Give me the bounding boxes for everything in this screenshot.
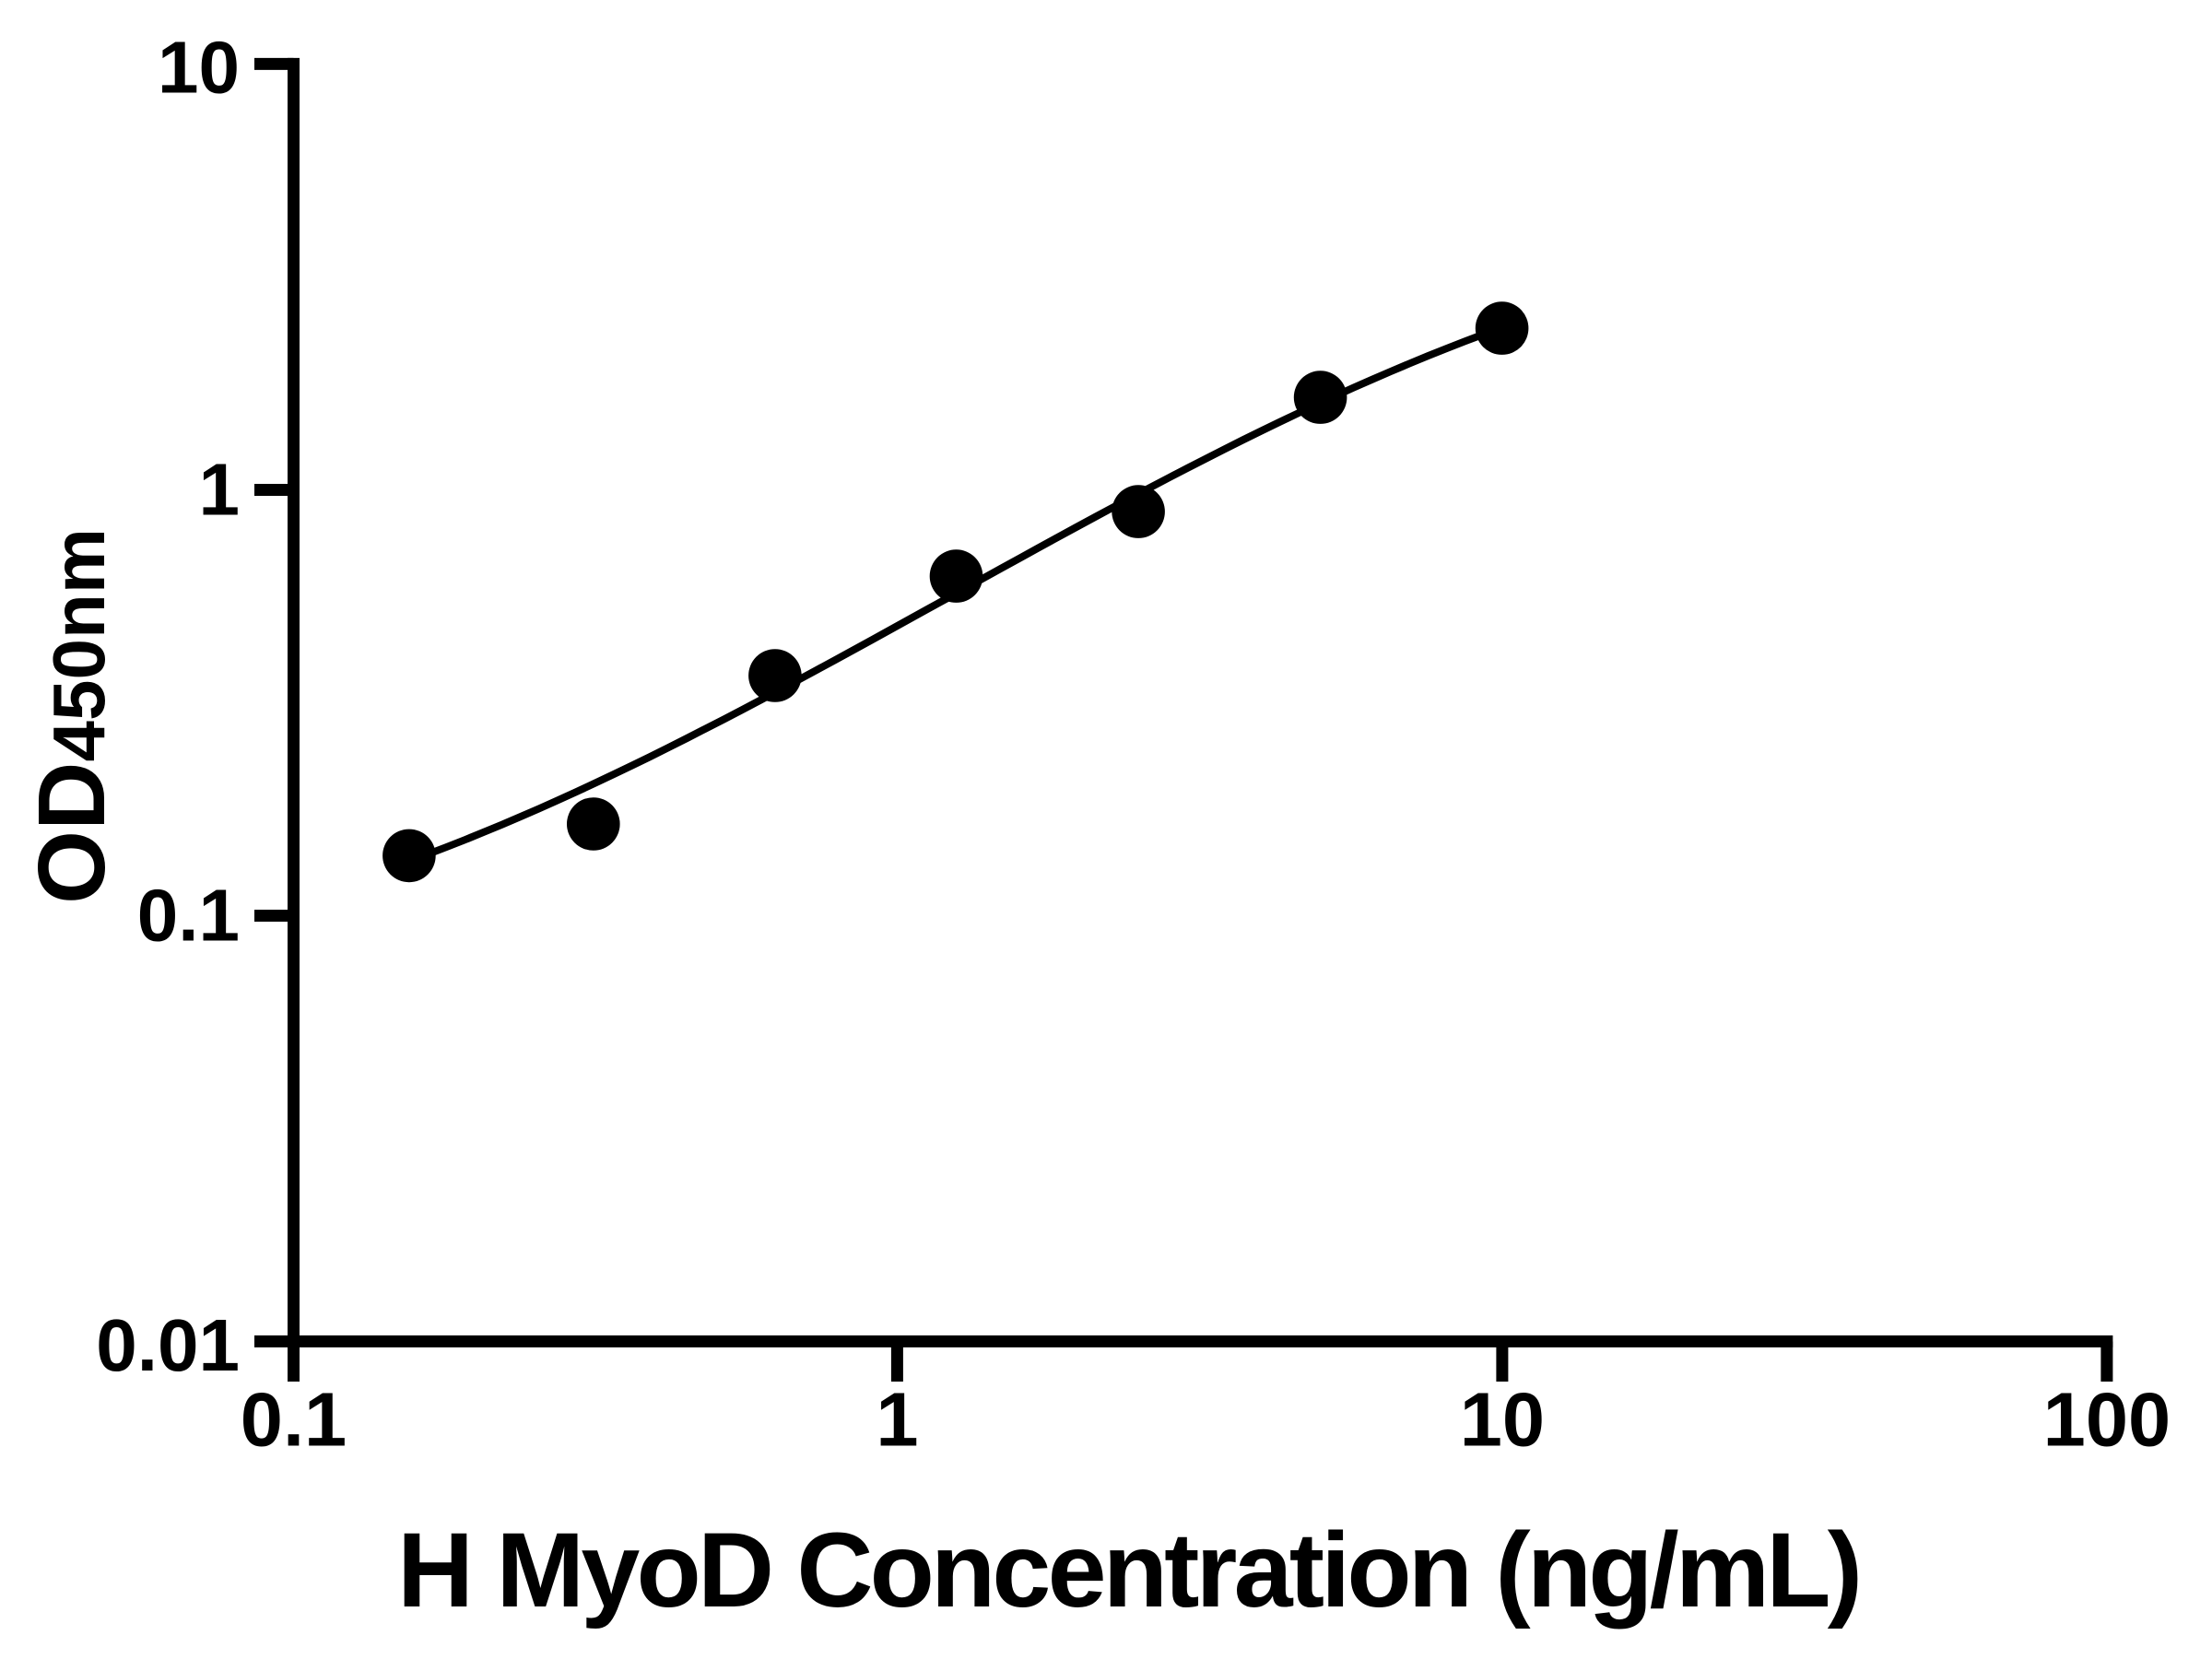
- svg-text:100: 100: [2043, 1376, 2171, 1462]
- svg-text:0.01: 0.01: [96, 1304, 240, 1386]
- svg-text:0.1: 0.1: [137, 875, 240, 957]
- svg-text:H MyoD Concentration (ng/mL): H MyoD Concentration (ng/mL): [397, 1512, 1863, 1630]
- svg-text:10: 10: [158, 26, 240, 108]
- svg-text:1: 1: [876, 1376, 918, 1462]
- svg-text:0.1: 0.1: [241, 1376, 347, 1462]
- svg-text:1: 1: [199, 448, 241, 530]
- svg-text:10: 10: [1460, 1376, 1545, 1462]
